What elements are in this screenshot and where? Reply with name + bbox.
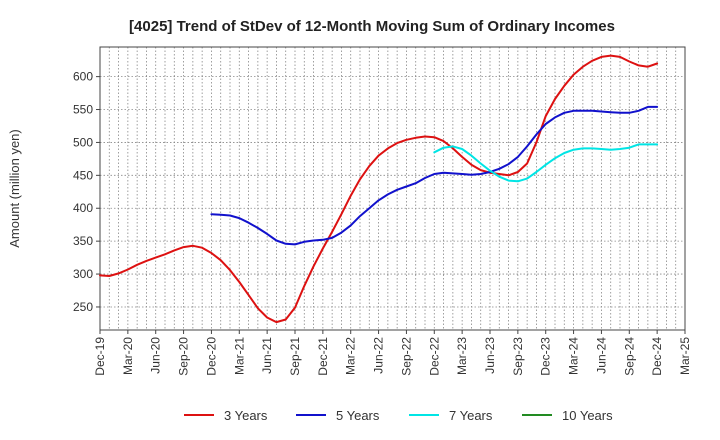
x-tick-label: Mar-23 xyxy=(455,337,469,375)
y-tick-label: 400 xyxy=(73,201,93,215)
y-axis-label: Amount (million yen) xyxy=(7,129,22,248)
x-tick-label: Jun-21 xyxy=(260,337,274,374)
x-tick-label: Dec-22 xyxy=(427,337,441,376)
y-tick-label: 350 xyxy=(73,234,93,248)
legend-label-3-years: 3 Years xyxy=(224,408,268,423)
x-tick-label: Mar-21 xyxy=(232,337,246,375)
x-tick-label: Mar-20 xyxy=(121,337,135,375)
legend: 3 Years 5 Years 7 Years 10 Years xyxy=(184,408,613,423)
y-tick-label: 450 xyxy=(73,168,93,182)
x-tick-label: Sep-20 xyxy=(177,337,191,376)
y-axis: 250 300 350 400 450 500 550 600 xyxy=(73,70,100,314)
y-tick-label: 250 xyxy=(73,300,93,314)
x-tick-label: Jun-22 xyxy=(372,337,386,374)
x-tick-label: Mar-22 xyxy=(344,337,358,375)
x-tick-label: Dec-19 xyxy=(93,337,107,376)
x-tick-label: Mar-24 xyxy=(567,337,581,375)
y-tick-label: 500 xyxy=(73,135,93,149)
series-line-3-years xyxy=(99,54,659,324)
x-tick-label: Jun-23 xyxy=(483,337,497,374)
x-tick-label: Dec-20 xyxy=(204,337,218,376)
series-line-5-years xyxy=(210,105,659,246)
x-tick-label: Dec-23 xyxy=(539,337,553,376)
legend-label-10-years: 10 Years xyxy=(562,408,613,423)
y-tick-label: 550 xyxy=(73,103,93,117)
x-tick-label: Jun-20 xyxy=(149,337,163,374)
x-tick-label: Sep-21 xyxy=(288,337,302,376)
legend-label-7-years: 7 Years xyxy=(449,408,493,423)
x-tick-label: Sep-22 xyxy=(399,337,413,376)
x-tick-label: Dec-24 xyxy=(650,337,664,376)
y-tick-label: 300 xyxy=(73,267,93,281)
series-layer xyxy=(99,54,659,324)
x-tick-label: Mar-25 xyxy=(678,337,692,375)
y-tick-label: 600 xyxy=(73,70,93,84)
chart-title: [4025] Trend of StDev of 12-Month Moving… xyxy=(129,18,615,35)
plot-frame xyxy=(99,46,686,331)
grid xyxy=(100,47,685,330)
x-tick-label: Jun-24 xyxy=(594,337,608,374)
x-tick-label: Sep-23 xyxy=(511,337,525,376)
legend-label-5-years: 5 Years xyxy=(336,408,380,423)
x-tick-label: Sep-24 xyxy=(622,337,636,376)
x-axis: Dec-19 Mar-20 Jun-20 Sep-20 Dec-20 Mar-21 Jun-… xyxy=(93,330,692,376)
series-line-7-years xyxy=(433,143,659,183)
x-tick-label: Dec-21 xyxy=(316,337,330,376)
